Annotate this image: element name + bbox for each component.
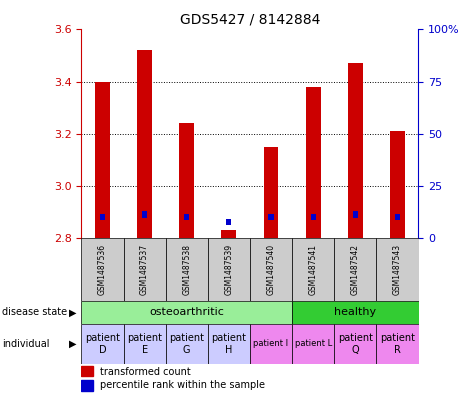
Bar bbox=[95, 82, 110, 238]
Bar bbox=[353, 211, 358, 218]
Bar bbox=[166, 238, 208, 301]
Text: ▶: ▶ bbox=[69, 339, 77, 349]
Title: GDS5427 / 8142884: GDS5427 / 8142884 bbox=[180, 13, 320, 27]
Bar bbox=[250, 324, 292, 364]
Bar bbox=[81, 324, 124, 364]
Bar bbox=[264, 147, 279, 238]
Bar bbox=[306, 87, 320, 238]
Bar bbox=[137, 50, 152, 238]
Bar bbox=[124, 324, 166, 364]
Bar bbox=[81, 380, 93, 391]
Text: transformed count: transformed count bbox=[100, 367, 191, 377]
Text: patient L: patient L bbox=[294, 340, 332, 348]
Bar bbox=[81, 301, 292, 324]
Bar bbox=[292, 324, 334, 364]
Bar bbox=[292, 238, 334, 301]
Text: GSM1487543: GSM1487543 bbox=[393, 244, 402, 295]
Text: percentile rank within the sample: percentile rank within the sample bbox=[100, 380, 265, 390]
Text: osteoarthritic: osteoarthritic bbox=[149, 307, 224, 318]
Bar bbox=[226, 219, 232, 226]
Text: GSM1487540: GSM1487540 bbox=[266, 244, 275, 295]
Bar bbox=[208, 238, 250, 301]
Text: GSM1487539: GSM1487539 bbox=[225, 244, 233, 295]
Text: patient I: patient I bbox=[253, 340, 289, 348]
Text: individual: individual bbox=[2, 339, 50, 349]
Text: GSM1487541: GSM1487541 bbox=[309, 244, 318, 295]
Bar bbox=[376, 238, 418, 301]
Text: healthy: healthy bbox=[334, 307, 376, 318]
Bar bbox=[268, 214, 273, 220]
Bar bbox=[390, 131, 405, 238]
Text: GSM1487542: GSM1487542 bbox=[351, 244, 360, 295]
Bar bbox=[166, 324, 208, 364]
Bar bbox=[311, 214, 316, 220]
Text: patient
G: patient G bbox=[169, 333, 204, 354]
Text: patient
Q: patient Q bbox=[338, 333, 373, 354]
Text: GSM1487536: GSM1487536 bbox=[98, 244, 107, 295]
Bar bbox=[334, 238, 376, 301]
Bar bbox=[348, 63, 363, 238]
Bar bbox=[100, 214, 105, 220]
Bar bbox=[376, 324, 418, 364]
Text: patient
R: patient R bbox=[380, 333, 415, 354]
Bar bbox=[124, 238, 166, 301]
Bar bbox=[250, 238, 292, 301]
Text: disease state: disease state bbox=[2, 307, 67, 318]
Bar bbox=[208, 324, 250, 364]
Bar bbox=[292, 301, 418, 324]
Text: patient
E: patient E bbox=[127, 333, 162, 354]
Bar bbox=[81, 238, 124, 301]
Bar bbox=[142, 211, 147, 218]
Bar bbox=[179, 123, 194, 238]
Text: GSM1487538: GSM1487538 bbox=[182, 244, 191, 295]
Bar bbox=[221, 230, 236, 238]
Text: patient
D: patient D bbox=[85, 333, 120, 354]
Text: patient
H: patient H bbox=[212, 333, 246, 354]
Text: GSM1487537: GSM1487537 bbox=[140, 244, 149, 295]
Bar bbox=[81, 366, 93, 376]
Bar bbox=[334, 324, 376, 364]
Bar bbox=[395, 214, 400, 220]
Bar bbox=[184, 214, 189, 220]
Text: ▶: ▶ bbox=[69, 307, 77, 318]
